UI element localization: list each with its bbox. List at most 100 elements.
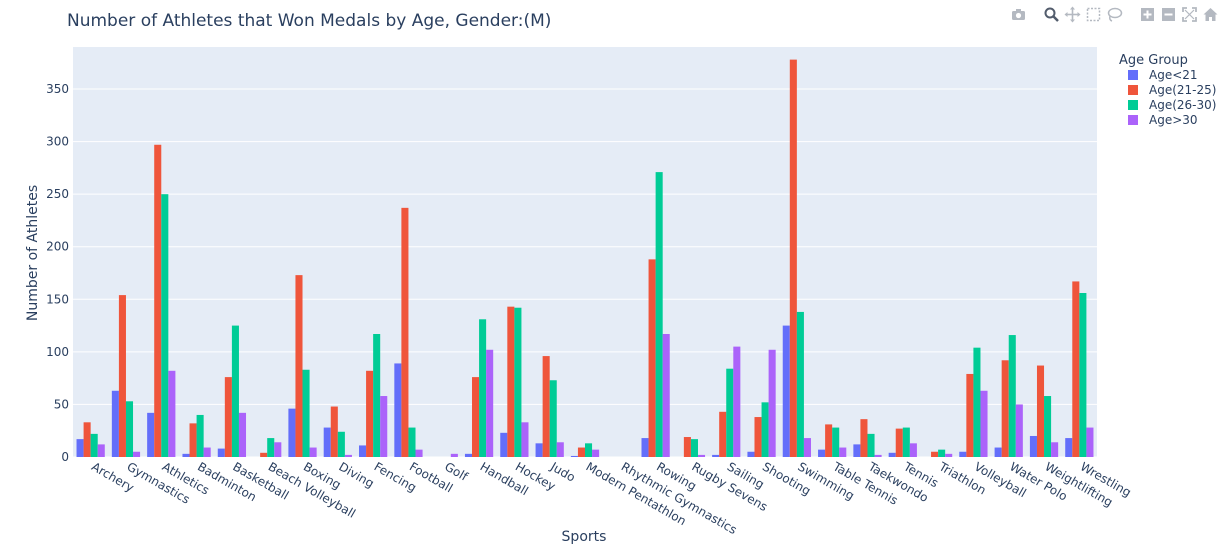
bar[interactable] [1008, 335, 1016, 457]
bar[interactable] [373, 334, 381, 457]
bar[interactable] [577, 447, 585, 457]
bar[interactable] [76, 439, 84, 457]
bar[interactable] [931, 451, 939, 457]
bar[interactable] [733, 346, 741, 457]
bar[interactable] [909, 443, 917, 457]
bar[interactable] [825, 424, 833, 457]
bar[interactable] [994, 447, 1002, 457]
bar[interactable] [662, 334, 670, 457]
bar[interactable] [514, 307, 522, 457]
bar[interactable] [450, 453, 458, 457]
bar[interactable] [1065, 438, 1073, 457]
bar[interactable] [111, 390, 119, 457]
pan-icon[interactable] [1064, 6, 1081, 23]
bar[interactable] [359, 445, 367, 457]
bar[interactable] [938, 449, 946, 457]
bar[interactable] [966, 373, 974, 457]
bar[interactable] [945, 453, 953, 457]
bar[interactable] [154, 144, 162, 457]
bar[interactable] [1051, 442, 1059, 457]
bar[interactable] [344, 454, 352, 457]
bar[interactable] [1086, 427, 1094, 457]
bar[interactable] [1079, 293, 1087, 457]
bar[interactable] [274, 442, 282, 457]
bar[interactable] [472, 377, 480, 457]
bar[interactable] [818, 449, 826, 457]
bar[interactable] [768, 349, 776, 457]
bar[interactable] [408, 427, 416, 457]
bar[interactable] [203, 447, 211, 457]
bar[interactable] [330, 406, 338, 457]
bar[interactable] [690, 439, 698, 457]
bar[interactable] [147, 412, 155, 457]
bar[interactable] [719, 411, 727, 457]
bar[interactable] [803, 438, 811, 457]
bar[interactable] [479, 319, 487, 457]
bar[interactable] [415, 449, 423, 457]
bar[interactable] [125, 401, 134, 457]
bar[interactable] [260, 452, 268, 457]
bar[interactable] [697, 454, 706, 457]
zoom-icon[interactable] [1043, 6, 1060, 23]
bar[interactable] [267, 438, 275, 457]
bar[interactable] [592, 449, 600, 457]
bar[interactable] [874, 454, 882, 457]
box-select-icon[interactable] [1085, 6, 1102, 23]
bar[interactable] [832, 427, 840, 457]
bar[interactable] [238, 412, 247, 457]
bar[interactable] [161, 194, 169, 457]
plot-area[interactable] [73, 47, 1097, 457]
legend-label[interactable]: Age(21-25) [1149, 83, 1216, 97]
bar[interactable] [168, 370, 176, 457]
bar[interactable] [337, 431, 345, 457]
legend-swatch[interactable] [1128, 85, 1138, 95]
bar[interactable] [839, 447, 847, 457]
bar[interactable] [366, 370, 374, 457]
bar[interactable] [394, 363, 402, 457]
bar[interactable] [90, 433, 98, 457]
bar[interactable] [585, 443, 593, 457]
bar[interactable] [549, 380, 557, 457]
autoscale-icon[interactable] [1181, 6, 1198, 23]
bar[interactable] [789, 59, 797, 457]
bar[interactable] [182, 453, 190, 457]
bar[interactable] [401, 207, 409, 457]
bar[interactable] [959, 451, 967, 457]
bar[interactable] [288, 408, 296, 457]
lasso-select-icon[interactable] [1106, 6, 1123, 23]
bar[interactable] [323, 427, 331, 457]
bar[interactable] [1029, 435, 1037, 457]
bar[interactable] [302, 369, 310, 457]
bar[interactable] [1015, 404, 1023, 457]
bar[interactable] [133, 451, 141, 457]
legend-swatch[interactable] [1128, 70, 1138, 80]
bar[interactable] [1072, 281, 1080, 457]
legend-label[interactable]: Age(26-30) [1149, 98, 1216, 112]
bar[interactable] [782, 325, 790, 457]
zoom-in-icon[interactable] [1139, 6, 1156, 23]
bar[interactable] [83, 422, 91, 457]
bar[interactable] [570, 455, 578, 457]
bar[interactable] [641, 438, 649, 457]
bar[interactable] [902, 427, 910, 457]
bar[interactable] [747, 451, 755, 457]
bar[interactable] [189, 423, 197, 457]
bar[interactable] [464, 453, 473, 457]
bar[interactable] [486, 349, 494, 457]
bar[interactable] [655, 172, 663, 457]
bar[interactable] [97, 444, 105, 457]
bar[interactable] [853, 444, 861, 457]
bar[interactable] [224, 377, 232, 457]
bar[interactable] [507, 306, 515, 457]
bar[interactable] [796, 311, 804, 457]
bar[interactable] [380, 396, 388, 457]
bar[interactable] [761, 402, 769, 457]
bar[interactable] [980, 390, 988, 457]
bar[interactable] [726, 368, 734, 457]
zoom-out-icon[interactable] [1160, 6, 1177, 23]
bar[interactable] [895, 428, 903, 457]
bar[interactable] [860, 419, 868, 457]
bar[interactable] [231, 325, 239, 457]
bar[interactable] [888, 452, 896, 457]
bar[interactable] [683, 437, 691, 457]
